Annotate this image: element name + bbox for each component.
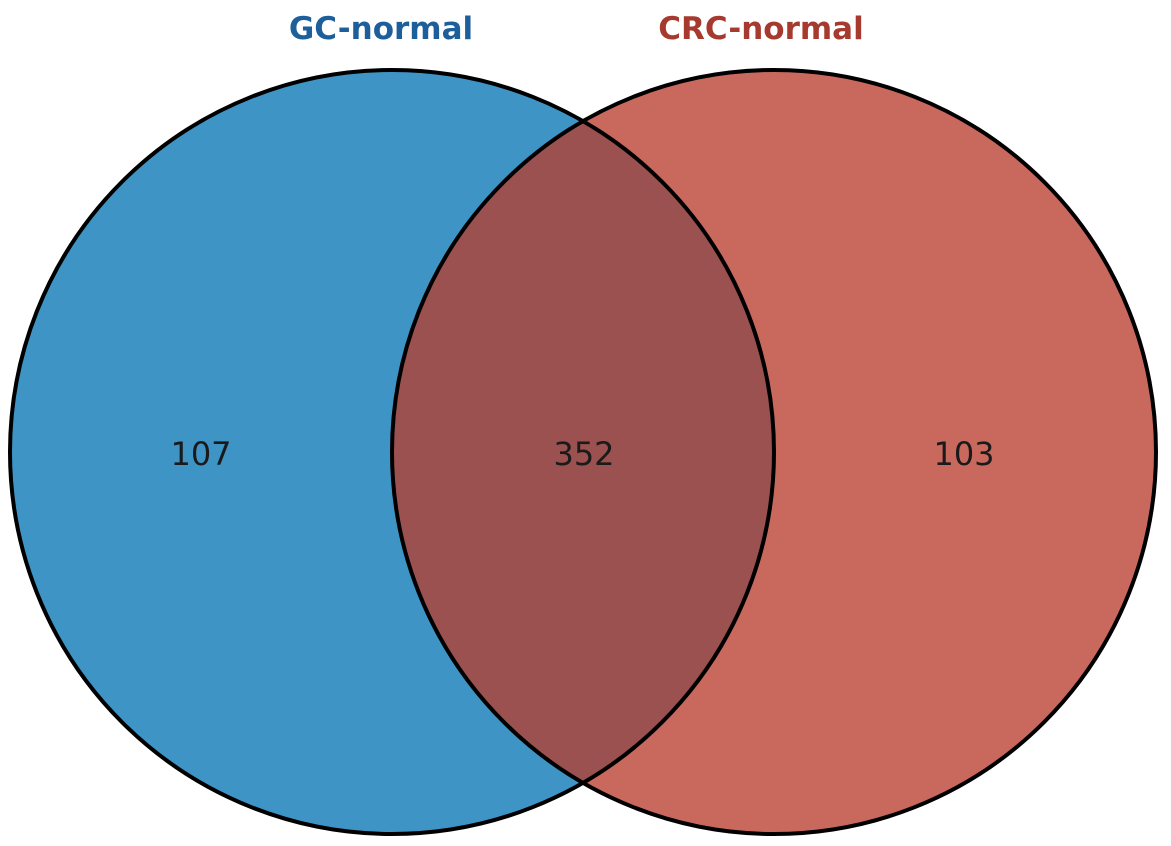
crc-normal-title: CRC-normal <box>658 11 863 47</box>
intersection-region <box>392 70 774 834</box>
gc-normal-outline <box>8 68 776 836</box>
crc-normal-only-count: 103 <box>933 435 994 473</box>
gc-normal-title: GC-normal <box>289 11 473 47</box>
crc-normal-outline <box>390 68 1158 836</box>
gc-normal-only-count: 107 <box>170 435 231 473</box>
intersection-count: 352 <box>553 435 614 473</box>
